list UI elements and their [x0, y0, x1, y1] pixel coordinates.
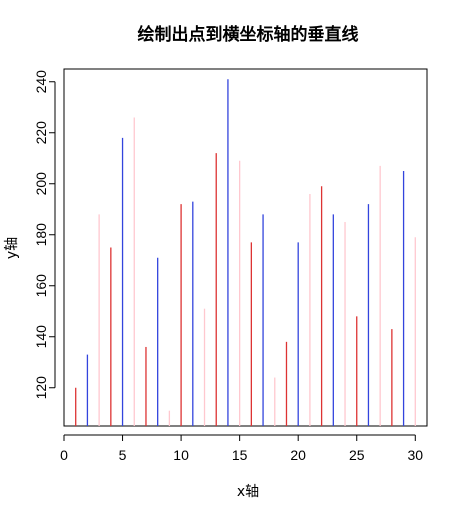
bars	[75, 79, 416, 426]
plot-area-frame	[63, 68, 428, 427]
y-axis-title: y轴	[4, 237, 20, 259]
y-tick-label: 220	[33, 121, 49, 145]
y-tick-label: 140	[33, 325, 49, 349]
x-tick-label: 5	[119, 447, 127, 463]
x-tick-label: 25	[349, 447, 365, 463]
y-tick-label: 180	[33, 223, 49, 247]
x-tick-label: 15	[232, 447, 248, 463]
chart-title: 绘制出点到横坐标轴的垂直线	[138, 24, 359, 45]
x-axis: 0 5 10 15 20 25 30	[60, 434, 424, 463]
x-tick-label: 0	[60, 447, 68, 463]
y-tick-label: 120	[33, 376, 49, 400]
y-tick-label: 240	[33, 70, 49, 94]
x-tick-label: 30	[408, 447, 424, 463]
y-tick-label: 160	[33, 274, 49, 298]
x-tick-label: 10	[173, 447, 189, 463]
x-tick-label: 20	[290, 447, 306, 463]
y-tick-label: 200	[33, 172, 49, 196]
x-axis-title: x轴	[237, 484, 259, 500]
y-axis: 120 140 160 180 200 220 240	[33, 70, 56, 400]
